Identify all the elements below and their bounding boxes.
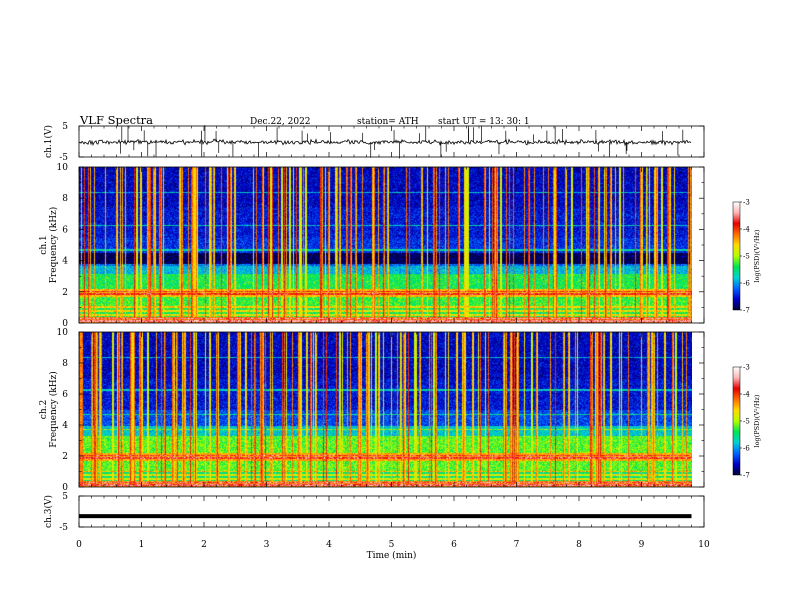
y-tick-label: 4 xyxy=(62,257,68,267)
y-axis-label-line: ch.1 xyxy=(39,235,49,254)
y-axis-label: ch.3(V) xyxy=(43,495,54,528)
y-tick-label: 5 xyxy=(62,122,68,132)
ch2-spectrogram-panel: 0 2 4 6 8 10 ch.2Frequency (kHz) xyxy=(39,328,705,493)
y-tick-label: 6 xyxy=(62,225,68,235)
x-tick-label: 8 xyxy=(576,540,582,550)
y-axis-label: ch.2Frequency (kHz) xyxy=(39,371,59,448)
x-tick-label: 10 xyxy=(698,540,710,550)
time-axis: 0 1 2 3 4 5 6 7 8 9 10 Time (min) xyxy=(76,540,710,561)
y-tick-label: 2 xyxy=(62,288,68,298)
x-tick-label: 6 xyxy=(451,540,457,550)
y-tick-label: 10 xyxy=(57,163,69,173)
station-label: station= ATH xyxy=(357,117,419,127)
colorbar-tick-label: -6 xyxy=(743,445,750,453)
y-tick-label: 2 xyxy=(62,452,68,462)
ch1-colorbar: -3 -4 -5 -6 -7 log(PSD)(V²/Hz) xyxy=(732,199,761,315)
colorbar-tick-label: -3 xyxy=(743,364,750,372)
colorbar-label: log(PSD)(V²/Hz) xyxy=(753,394,761,447)
y-tick-label: 8 xyxy=(62,194,68,204)
ch1-spectrogram-panel: 0 2 4 6 8 10 ch.1Frequency (kHz) xyxy=(39,163,705,329)
ch2-colorbar: -3 -4 -5 -6 -7 log(PSD)(V²/Hz) xyxy=(732,364,761,480)
y-tick-label: 8 xyxy=(62,359,68,369)
colorbar-strip xyxy=(732,201,741,311)
colorbar-strip xyxy=(732,366,741,476)
y-axis-label-line: ch.1(V) xyxy=(43,125,54,158)
y-tick-label: 10 xyxy=(57,328,69,338)
colorbar-tick-label: -3 xyxy=(743,199,750,207)
spectrogram-image xyxy=(79,332,692,487)
colorbar-tick-label: -6 xyxy=(743,280,750,288)
ch1-waveform-panel: 5 -5 ch.1(V) xyxy=(43,122,705,163)
x-tick-label: 3 xyxy=(264,540,270,550)
y-tick-label: 5 xyxy=(62,492,68,502)
colorbar-tick-label: -5 xyxy=(743,253,750,261)
y-tick-label: -5 xyxy=(59,153,68,163)
x-tick-label: 4 xyxy=(326,540,332,550)
y-axis-label: ch.1(V) xyxy=(43,125,54,158)
colorbar-tick-label: -4 xyxy=(743,391,750,399)
y-axis-label-line: Frequency (kHz) xyxy=(48,207,59,284)
waveform-line xyxy=(79,514,692,519)
y-axis-label-line: Frequency (kHz) xyxy=(48,371,59,448)
y-axis-label-line: ch.3(V) xyxy=(43,495,54,528)
ch3-waveform-panel: 5 -5 ch.3(V) xyxy=(43,492,705,533)
spectrogram-image xyxy=(79,167,692,323)
x-tick-label: 1 xyxy=(139,540,145,550)
start-time-label: start UT = 13: 30: 1 xyxy=(438,117,530,127)
x-tick-label: 9 xyxy=(639,540,645,550)
waveform-line xyxy=(78,138,692,147)
colorbar-tick-label: -7 xyxy=(743,472,750,480)
x-tick-label: 5 xyxy=(389,540,395,550)
y-tick-label: 0 xyxy=(62,483,68,493)
colorbar-tick-label: -7 xyxy=(743,307,750,315)
colorbar-tick-label: -5 xyxy=(743,418,750,426)
y-tick-label: 4 xyxy=(62,421,68,431)
x-tick-label: 0 xyxy=(76,540,82,550)
figure-title: VLF Spectra xyxy=(79,113,153,127)
x-tick-label: 2 xyxy=(201,540,207,550)
panel-frame xyxy=(78,495,705,528)
y-axis-label-line: ch.2 xyxy=(39,400,49,419)
colorbar-label: log(PSD)(V²/Hz) xyxy=(753,229,761,282)
x-axis-label: Time (min) xyxy=(367,550,417,561)
colorbar-tick-label: -4 xyxy=(743,226,750,234)
date-label: Dec.22, 2022 xyxy=(250,117,311,127)
y-axis-label: ch.1Frequency (kHz) xyxy=(39,207,59,284)
y-tick-label: 0 xyxy=(62,319,68,329)
y-tick-label: 6 xyxy=(62,390,68,400)
y-tick-label: -5 xyxy=(59,523,68,533)
x-tick-label: 7 xyxy=(514,540,520,550)
